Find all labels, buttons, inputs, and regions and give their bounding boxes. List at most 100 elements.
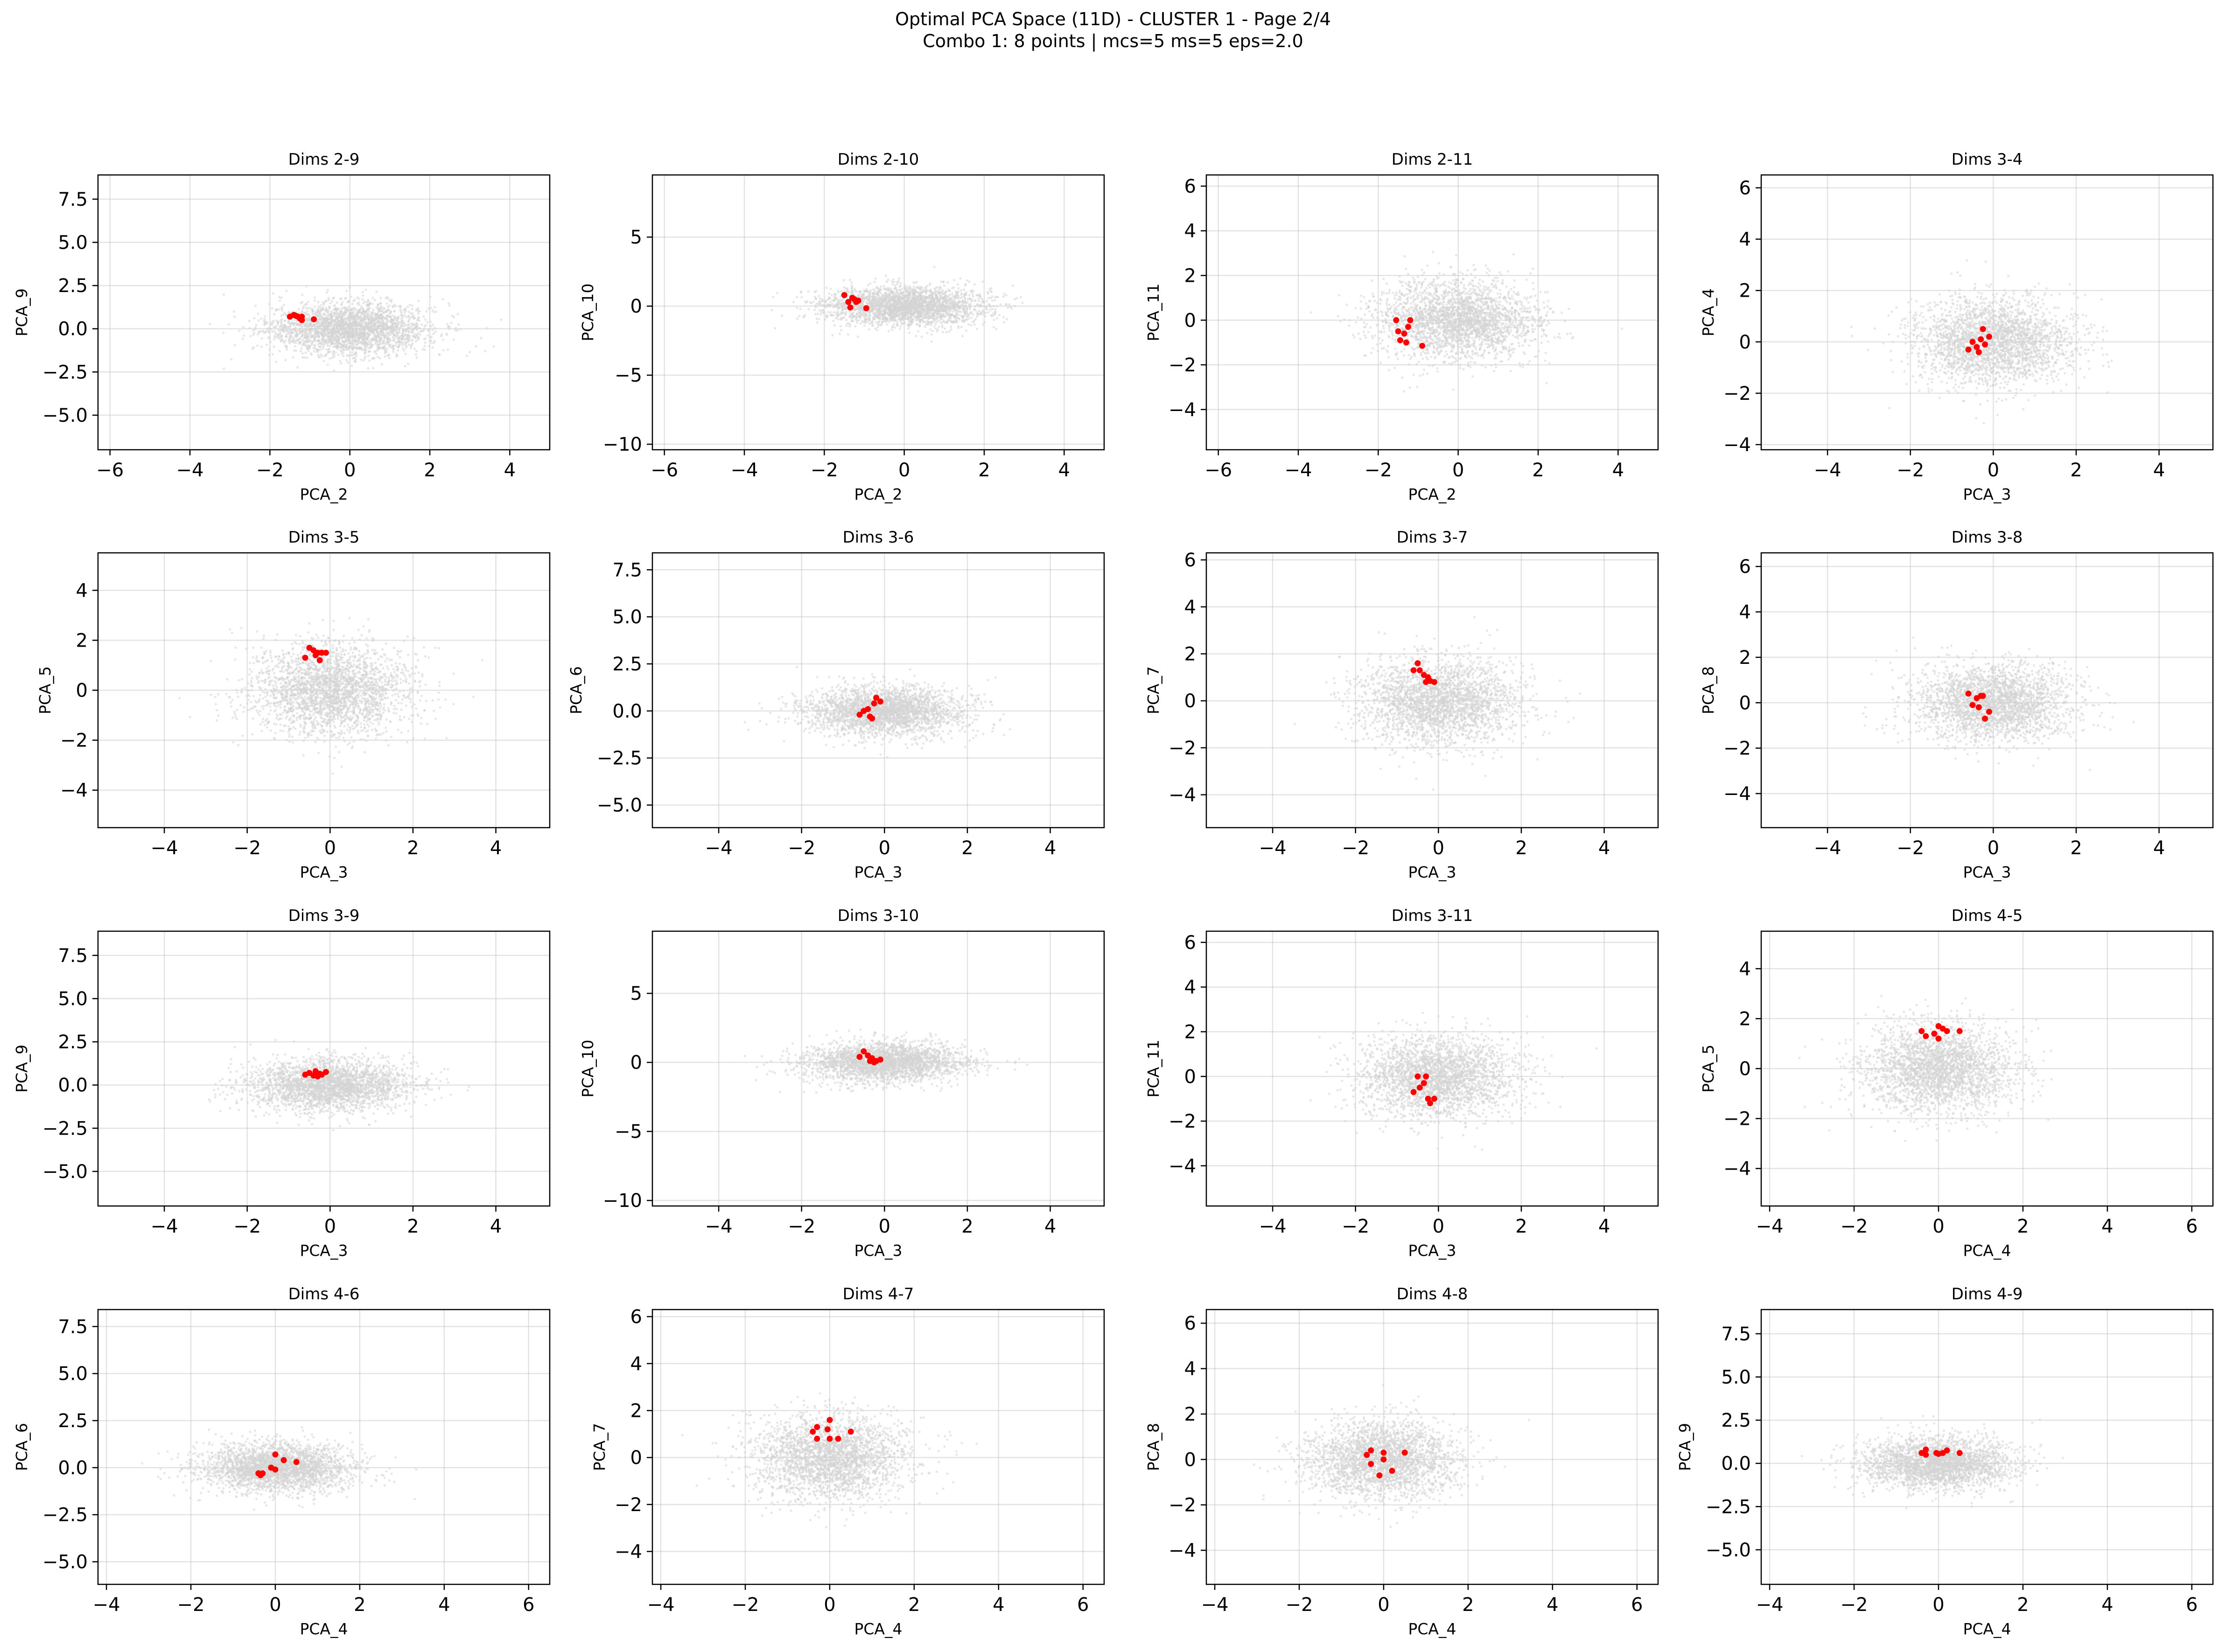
x-axis-label: PCA_4 <box>1963 1620 2011 1638</box>
x-tick-label: 4 <box>2101 1216 2113 1237</box>
x-tick-label: 4 <box>504 460 516 481</box>
y-tick-label: 2.5 <box>58 1032 88 1053</box>
x-tick-label: 4 <box>1612 460 1624 481</box>
cluster-point <box>1419 342 1426 349</box>
cluster-point <box>1401 1450 1408 1456</box>
y-tick-label: −2.5 <box>42 1118 88 1139</box>
cluster-point <box>1405 324 1412 330</box>
y-tick-label: −5 <box>615 365 642 386</box>
x-tick-label: −4 <box>1814 837 1841 859</box>
cluster-point <box>302 655 308 661</box>
x-tick-label: 2 <box>1462 1594 1474 1616</box>
cluster-point <box>826 1417 833 1423</box>
x-tick-label: 6 <box>2186 1594 2198 1616</box>
y-tick-label: 2 <box>1739 280 1751 302</box>
panel-title: Dims 4-5 <box>1952 906 2023 925</box>
cluster-point <box>1427 1100 1434 1107</box>
x-axis-label: PCA_2 <box>854 485 902 503</box>
y-axis-label: PCA_9 <box>13 1045 31 1093</box>
y-axis-label: PCA_11 <box>1144 1039 1162 1097</box>
cluster-point <box>1944 1447 1950 1454</box>
y-tick-label: 5.0 <box>58 1363 88 1385</box>
cluster-point <box>856 711 863 718</box>
y-axis-label: PCA_9 <box>13 288 31 336</box>
cluster-point <box>1923 1446 1929 1453</box>
y-tick-label: 2 <box>1184 1021 1196 1043</box>
cluster-point <box>810 1429 816 1435</box>
y-tick-label: 5.0 <box>612 606 642 628</box>
y-tick-label: 4 <box>1184 597 1196 618</box>
panel-title: Dims 3-10 <box>838 906 919 925</box>
cluster-point <box>845 299 852 305</box>
x-tick-label: 4 <box>1058 460 1070 481</box>
x-tick-label: −2 <box>233 1216 261 1237</box>
x-axis-label: PCA_4 <box>1963 1241 2011 1260</box>
y-tick-label: −2 <box>1723 383 1751 404</box>
x-tick-label: 6 <box>1077 1594 1089 1616</box>
y-tick-label: 0 <box>1739 692 1751 714</box>
x-tick-label: 2 <box>961 1216 973 1237</box>
x-tick-label: 2 <box>424 460 435 481</box>
y-tick-label: 2 <box>1184 643 1196 665</box>
cluster-point <box>1978 336 1984 342</box>
cluster-point <box>311 316 317 322</box>
y-axis-label: PCA_4 <box>1699 288 1717 336</box>
y-tick-label: −2 <box>1169 738 1196 759</box>
x-axis-label: PCA_3 <box>1963 863 2011 881</box>
x-tick-label: 0 <box>1433 1216 1444 1237</box>
x-axis-label: PCA_3 <box>1963 485 2011 503</box>
cluster-point <box>1965 690 1972 697</box>
cluster-point <box>877 698 883 705</box>
background-points <box>681 1392 978 1529</box>
y-tick-label: −4 <box>1169 785 1196 806</box>
y-tick-label: −2 <box>1723 738 1751 760</box>
x-tick-label: −4 <box>176 460 204 481</box>
y-tick-label: −2.5 <box>42 362 88 383</box>
x-tick-label: −4 <box>1201 1594 1229 1616</box>
cluster-point <box>863 305 869 312</box>
x-tick-label: 2 <box>2070 837 2082 859</box>
y-tick-label: 0 <box>76 680 88 702</box>
y-tick-label: −5.0 <box>42 405 88 426</box>
x-tick-label: 2 <box>407 1216 419 1237</box>
y-tick-label: 2.5 <box>612 654 642 675</box>
x-axis-label: PCA_4 <box>1408 1620 1456 1638</box>
y-axis-label: PCA_8 <box>1699 666 1717 714</box>
x-axis-label: PCA_3 <box>300 1241 348 1260</box>
scatter-panel: −6 −4 −2 0 2 4 −4 −2 0 2 4 6 Dims 2-11 PCA_2 PCA_11 <box>1144 150 1659 503</box>
cluster-point <box>1969 702 1976 708</box>
y-tick-label: 2.5 <box>1721 1410 1751 1431</box>
panel-title: Dims 3-7 <box>1397 528 1468 547</box>
y-tick-label: 5 <box>630 227 642 248</box>
y-axis-label: PCA_8 <box>1144 1423 1162 1471</box>
y-axis-label: PCA_5 <box>1699 1045 1717 1093</box>
y-tick-label: 7.5 <box>58 1316 88 1338</box>
y-tick-label: −4 <box>1723 1158 1751 1180</box>
x-axis-label: PCA_3 <box>300 863 348 881</box>
x-axis-label: PCA_4 <box>854 1620 902 1638</box>
x-tick-label: 2 <box>978 460 990 481</box>
cluster-point <box>322 1069 329 1075</box>
cluster-point <box>259 1470 266 1477</box>
y-tick-label: 4 <box>1739 602 1751 623</box>
x-axis-label: PCA_2 <box>1408 485 1456 503</box>
y-tick-label: −4 <box>1169 399 1196 421</box>
x-tick-label: −2 <box>1897 837 1924 859</box>
cluster-point <box>1975 704 1982 711</box>
y-tick-label: 4 <box>630 1353 642 1375</box>
scatter-panel: −6 −4 −2 0 2 4 −5.0 −2.5 0.0 2.5 5.0 7.5 Dims 2-9 PCA… <box>13 150 551 503</box>
cluster-point <box>865 706 871 712</box>
cluster-point <box>877 1056 883 1063</box>
x-tick-label: 6 <box>523 1594 534 1616</box>
y-tick-label: −4 <box>1169 1540 1196 1561</box>
cluster-point <box>847 1429 854 1435</box>
y-tick-label: 2 <box>1184 1404 1196 1425</box>
cluster-point <box>1421 1080 1427 1087</box>
background-points <box>743 1028 1029 1094</box>
plot-frame <box>651 930 1105 1207</box>
cluster-point <box>1986 334 1992 340</box>
x-tick-label: 0 <box>1988 837 1999 859</box>
x-axis-label: PCA_3 <box>854 1241 902 1260</box>
x-axis-label: PCA_4 <box>300 1620 348 1638</box>
